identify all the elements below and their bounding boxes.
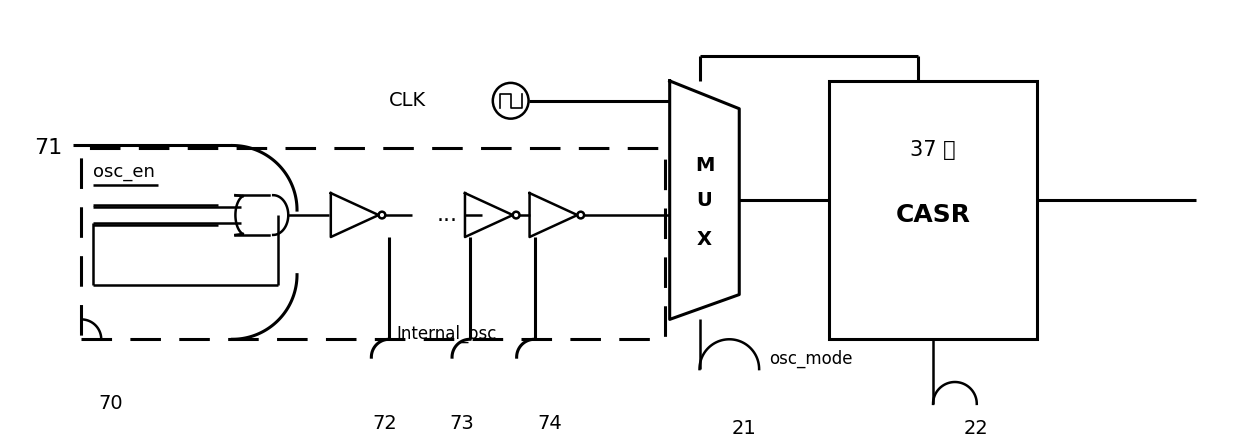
Text: 21: 21 — [732, 419, 756, 438]
Text: Internal_osc: Internal_osc — [397, 325, 497, 343]
Text: osc_en: osc_en — [93, 163, 155, 181]
Text: CASR: CASR — [895, 203, 971, 227]
Text: 70: 70 — [99, 394, 124, 413]
Text: X: X — [697, 230, 712, 249]
Text: 71: 71 — [33, 139, 62, 159]
Bar — [828, 81, 1038, 339]
Text: 72: 72 — [372, 414, 397, 433]
Text: 37 位: 37 位 — [910, 140, 956, 160]
Text: U: U — [697, 191, 712, 210]
Text: 73: 73 — [450, 414, 475, 433]
Text: M: M — [694, 156, 714, 175]
Text: 22: 22 — [963, 419, 988, 438]
Text: osc_mode: osc_mode — [769, 350, 853, 368]
Text: CLK: CLK — [389, 91, 427, 110]
Text: 74: 74 — [537, 414, 562, 433]
Text: ...: ... — [436, 205, 458, 225]
